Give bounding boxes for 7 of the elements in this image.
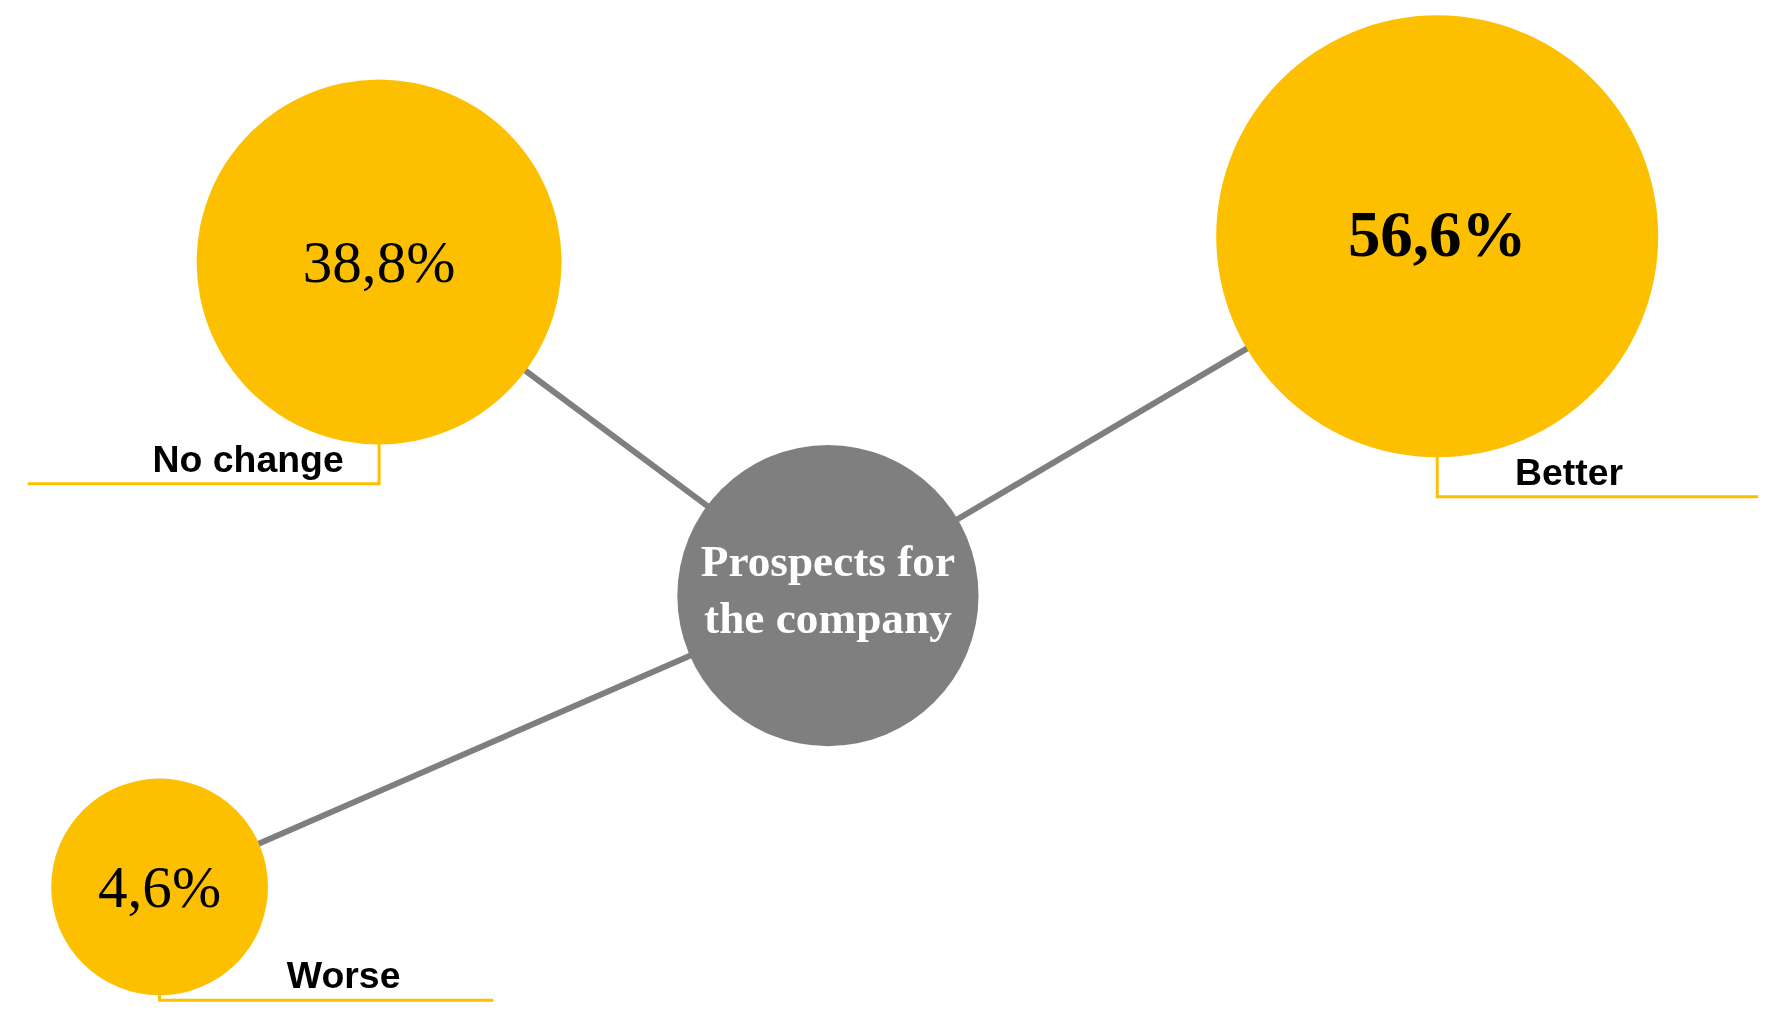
category-label: Worse [286,954,401,997]
category-label: No change [152,437,344,480]
data-label: 38,8% [302,228,456,295]
data-label: 56,6% [1347,198,1527,271]
text: Prospects for the company [700,535,956,644]
data-label: 4,6% [98,853,222,920]
category-label: Better [1515,450,1624,493]
